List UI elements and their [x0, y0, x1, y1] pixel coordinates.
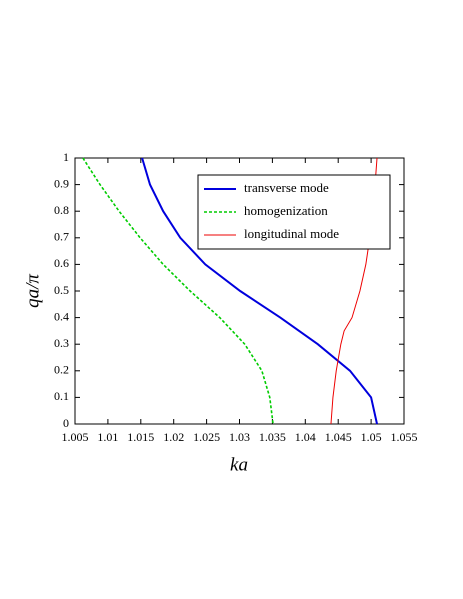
y-tick-label: 0.3	[54, 336, 69, 350]
x-tick-label: 1.03	[229, 430, 250, 444]
x-tick-label: 1.045	[325, 430, 352, 444]
x-tick-label: 1.015	[127, 430, 154, 444]
line-series	[82, 157, 274, 425]
y-tick-label: 0.6	[54, 256, 69, 270]
legend-label: homogenization	[244, 203, 328, 218]
x-tick-label: 1.025	[193, 430, 220, 444]
x-tick-label: 1.04	[295, 430, 316, 444]
y-tick-label: 0.9	[54, 176, 69, 190]
y-tick-label: 0.7	[54, 230, 69, 244]
y-tick-label: 0.2	[54, 363, 69, 377]
x-axis-label: ka	[230, 454, 248, 475]
x-tick-label: 1.005	[62, 430, 89, 444]
plot-frame	[74, 157, 405, 425]
y-tick-label: 0	[63, 416, 69, 430]
y-tick-label: 0.1	[54, 389, 69, 403]
y-axis-label: qa/π	[22, 274, 43, 308]
y-tick-label: 1	[63, 150, 69, 164]
x-tick-label: 1.01	[97, 430, 118, 444]
line-series	[141, 157, 378, 425]
x-tick-label: 1.035	[259, 430, 286, 444]
y-tick-label: 0.5	[54, 283, 69, 297]
y-tick-label: 0.8	[54, 203, 69, 217]
y-tick-label: 0.4	[54, 309, 69, 323]
legend-label: transverse mode	[244, 180, 329, 195]
x-tick-label: 1.05	[361, 430, 382, 444]
legend-label: longitudinal mode	[244, 226, 339, 241]
x-tick-label: 1.055	[391, 430, 418, 444]
x-tick-label: 1.02	[163, 430, 184, 444]
